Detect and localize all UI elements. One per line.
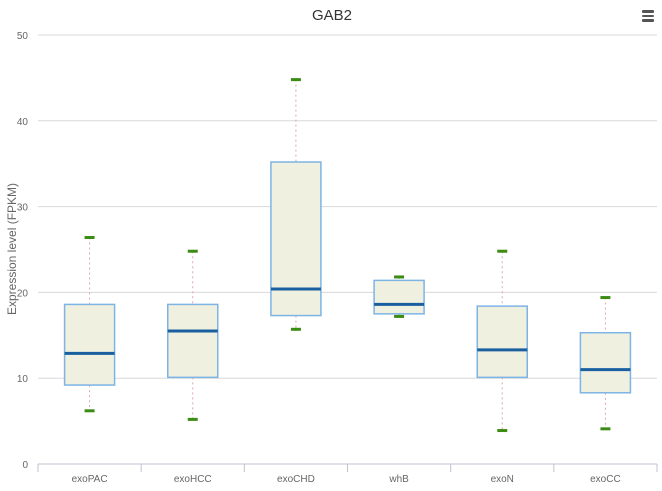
y-tick-label: 40	[17, 117, 29, 128]
y-axis-label: Expression level (FPKM)	[5, 183, 19, 315]
y-axis-ticks: 0 10 20 30 40 50	[17, 31, 29, 471]
x-tick-label: exoCHD	[277, 474, 315, 485]
box-series	[63, 78, 632, 433]
x-tick-label: exoCC	[590, 474, 621, 485]
x-tick-label: whB	[388, 474, 409, 485]
chart-title: GAB2	[312, 7, 352, 24]
hamburger-menu-icon[interactable]	[640, 8, 656, 24]
box-exoCHD	[270, 78, 322, 331]
y-tick-label: 0	[22, 460, 28, 471]
box-iqr	[63, 303, 116, 386]
box-exoHCC	[167, 249, 219, 421]
box-iqr	[476, 305, 528, 379]
x-tick-label: exoN	[491, 474, 514, 485]
box-exoPAC	[63, 235, 116, 413]
box-iqr	[270, 161, 322, 317]
box-exoN	[476, 249, 528, 433]
box-iqr	[167, 303, 219, 379]
y-tick-label: 50	[17, 31, 29, 42]
x-tick-label: exoHCC	[174, 474, 212, 485]
grid-lines	[38, 34, 657, 379]
x-axis-ticks: exoPAC exoHCC exoCHD whB exoN exoCC	[37, 464, 658, 485]
box-iqr	[373, 279, 425, 315]
box-iqr	[579, 331, 632, 394]
y-tick-label: 10	[17, 374, 29, 385]
y-tick-label: 30	[17, 203, 29, 214]
y-tick-label: 20	[17, 288, 29, 299]
box-whB	[373, 275, 425, 318]
x-tick-label: exoPAC	[72, 474, 108, 485]
box-exoCC	[579, 296, 632, 431]
